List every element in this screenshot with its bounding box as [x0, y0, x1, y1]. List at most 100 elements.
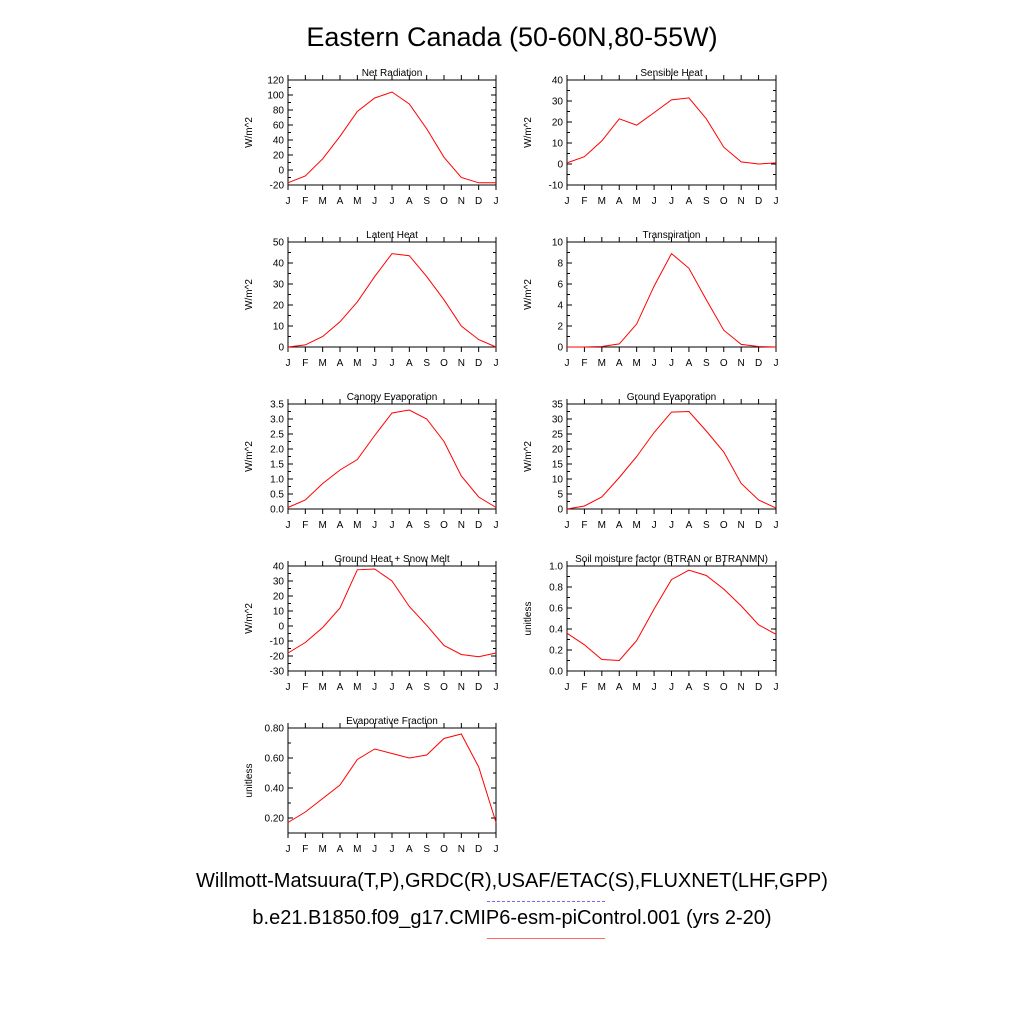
x-tick-label: F	[302, 682, 308, 693]
y-tick-label: 35	[552, 400, 564, 411]
x-tick-label: M	[318, 196, 326, 207]
x-tick-label: S	[423, 844, 430, 855]
x-tick-label: A	[686, 520, 693, 531]
x-tick-label: J	[565, 196, 570, 207]
x-tick-label: J	[774, 682, 779, 693]
panel-title: Transpiration	[643, 230, 701, 241]
x-tick-label: J	[669, 682, 674, 693]
y-tick-label: 0	[278, 166, 284, 177]
y-tick-label: 1.0	[549, 562, 563, 573]
y-axis-label: W/m^2	[244, 603, 255, 634]
plot-frame	[566, 403, 777, 510]
x-tick-label: A	[616, 682, 623, 693]
y-tick-label: -20	[270, 181, 285, 192]
x-tick-label: F	[581, 682, 587, 693]
x-tick-label: J	[494, 358, 499, 369]
x-tick-label: O	[720, 520, 728, 531]
x-tick-label: N	[738, 358, 745, 369]
x-tick-label: J	[565, 682, 570, 693]
x-tick-label: J	[494, 196, 499, 207]
y-tick-label: 60	[273, 121, 285, 132]
x-tick-label: A	[337, 682, 344, 693]
panel-title: Soil moisture factor (BTRAN or BTRANMN)	[575, 554, 768, 565]
legend-obs-dash	[487, 901, 605, 902]
y-tick-label: 80	[273, 106, 285, 117]
x-tick-label: N	[458, 844, 465, 855]
y-tick-label: 10	[552, 139, 564, 150]
x-tick-label: D	[755, 358, 762, 369]
y-tick-label: 20	[273, 301, 285, 312]
x-tick-label: J	[669, 520, 674, 531]
x-tick-label: O	[440, 520, 448, 531]
x-tick-label: D	[475, 682, 482, 693]
y-tick-label: 30	[552, 97, 564, 108]
x-tick-label: J	[774, 520, 779, 531]
x-tick-label: A	[406, 682, 413, 693]
x-tick-label: F	[302, 196, 308, 207]
y-tick-label: 20	[552, 118, 564, 129]
y-tick-label: 20	[273, 592, 285, 603]
panel-title: Net Radiation	[362, 68, 423, 79]
x-tick-label: J	[372, 682, 377, 693]
y-tick-label: -10	[270, 637, 285, 648]
x-tick-label: M	[353, 844, 361, 855]
plot-frame	[287, 79, 497, 186]
x-tick-label: J	[390, 520, 395, 531]
y-tick-label: 40	[273, 136, 285, 147]
y-tick-label: 0	[278, 622, 284, 633]
legend-model-line	[487, 938, 605, 939]
panel-8: Soil moisture factor (BTRAN or BTRANMN) u…	[523, 554, 779, 693]
y-tick-label: 25	[552, 430, 564, 441]
x-tick-label: S	[703, 682, 710, 693]
y-tick-label: 30	[273, 577, 285, 588]
y-tick-label: 0.80	[265, 724, 285, 735]
y-tick-label: 40	[273, 259, 285, 270]
x-tick-label: J	[652, 196, 657, 207]
x-tick-label: J	[494, 520, 499, 531]
x-tick-label: N	[738, 682, 745, 693]
y-tick-label: 0.4	[549, 625, 563, 636]
x-tick-label: A	[616, 358, 623, 369]
x-tick-label: J	[372, 196, 377, 207]
series-line	[287, 253, 497, 348]
y-tick-label: 100	[267, 91, 284, 102]
series-line	[287, 409, 497, 508]
x-tick-label: M	[318, 682, 326, 693]
x-tick-label: J	[286, 196, 291, 207]
x-tick-label: J	[286, 682, 291, 693]
x-tick-label: J	[669, 358, 674, 369]
x-tick-label: F	[581, 358, 587, 369]
x-tick-label: J	[390, 682, 395, 693]
x-tick-label: S	[703, 196, 710, 207]
x-tick-label: M	[598, 358, 606, 369]
x-tick-label: F	[581, 520, 587, 531]
x-tick-label: O	[440, 844, 448, 855]
y-axis-label: unitless	[523, 602, 534, 636]
x-tick-label: D	[475, 358, 482, 369]
y-tick-label: 5	[557, 490, 563, 501]
y-axis-label: W/m^2	[244, 117, 255, 148]
y-axis-label: W/m^2	[523, 279, 534, 310]
x-tick-label: A	[406, 520, 413, 531]
x-tick-label: S	[703, 358, 710, 369]
x-tick-label: J	[390, 358, 395, 369]
panel-title: Sensible Heat	[640, 68, 702, 79]
y-tick-label: 0.20	[265, 814, 285, 825]
y-tick-label: 1.0	[270, 475, 284, 486]
y-axis-label: W/m^2	[244, 441, 255, 472]
x-tick-label: M	[318, 844, 326, 855]
y-tick-label: 0	[557, 505, 563, 516]
panel-title: Canopy Evaporation	[347, 392, 438, 403]
panel-title: Latent Heat	[366, 230, 418, 241]
x-tick-label: J	[669, 196, 674, 207]
panel-title: Ground Evaporation	[627, 392, 717, 403]
y-tick-label: 0.6	[549, 604, 563, 615]
x-tick-label: J	[372, 844, 377, 855]
panel-7: Ground Heat + Snow Melt W/m^2 -30 -20 -10 0 10…	[244, 554, 499, 693]
